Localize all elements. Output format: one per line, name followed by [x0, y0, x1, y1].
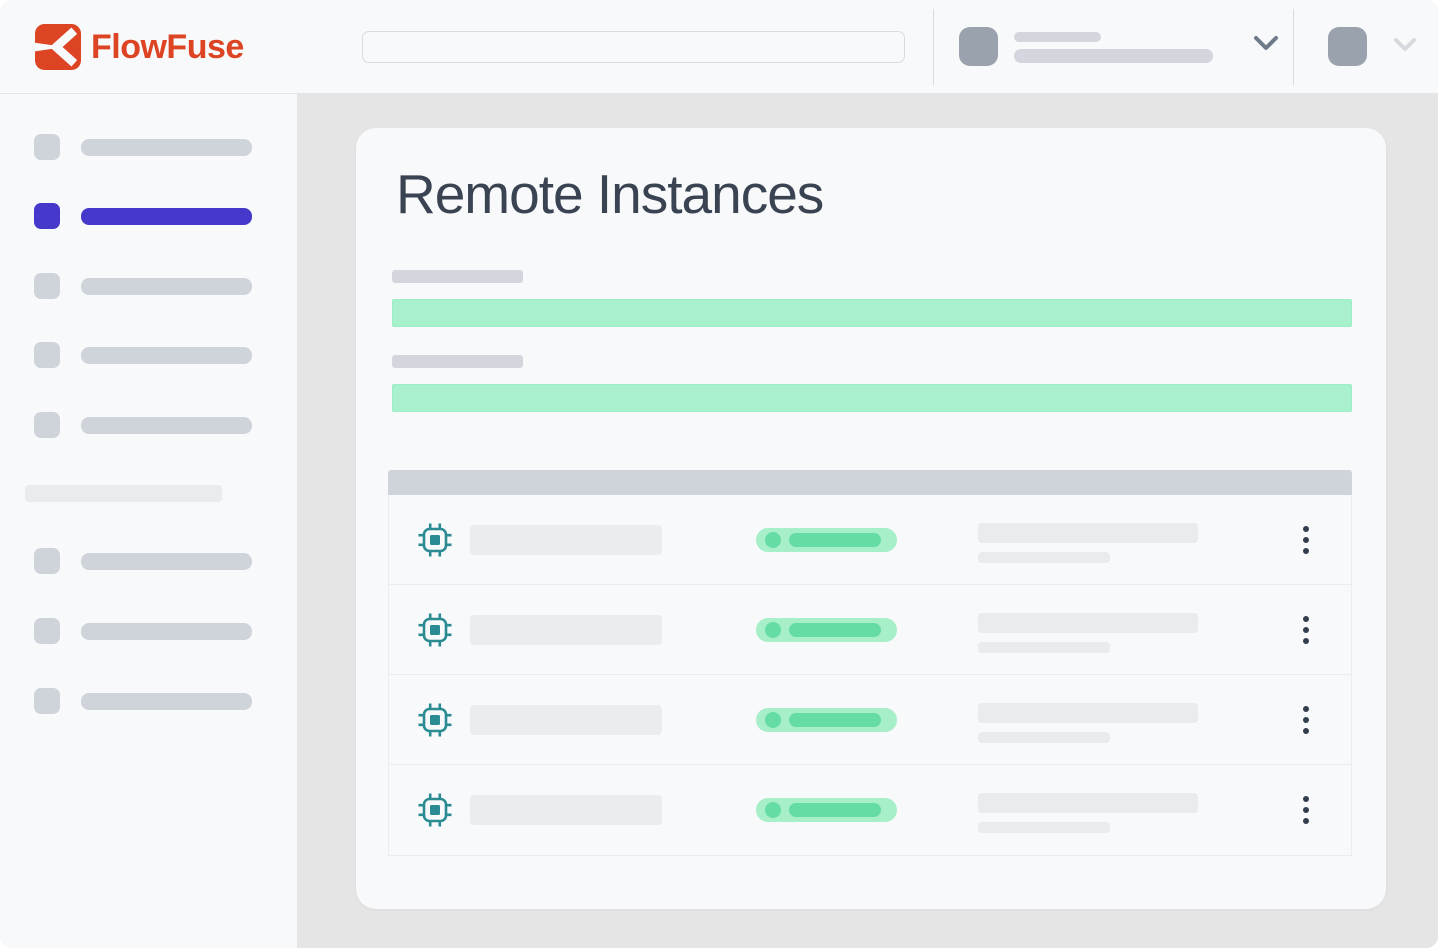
meta-subline-skeleton — [978, 822, 1110, 833]
kebab-menu-icon[interactable] — [1292, 790, 1320, 830]
sidebar-item-icon — [34, 273, 60, 299]
instance-name-skeleton — [470, 705, 662, 735]
sidebar-item-label-skeleton — [81, 277, 252, 295]
sidebar-item-label-skeleton — [81, 692, 252, 710]
content-card: Remote Instances — [356, 128, 1386, 909]
table-row[interactable] — [389, 495, 1351, 585]
sidebar-item-label-skeleton — [81, 416, 252, 434]
sidebar-item-5[interactable] — [34, 412, 264, 438]
status-dot-icon — [765, 532, 781, 548]
sidebar-item-icon — [34, 548, 60, 574]
table-row[interactable] — [389, 585, 1351, 675]
sidebar-item-2-active[interactable] — [34, 203, 264, 229]
instance-name-skeleton — [470, 795, 662, 825]
status-badge — [756, 708, 897, 732]
sidebar-item-icon — [34, 342, 60, 368]
table-body — [388, 495, 1352, 856]
instance-name-skeleton — [470, 525, 662, 555]
flowfuse-logo-icon — [35, 24, 81, 70]
status-dot-icon — [765, 802, 781, 818]
status-text-skeleton — [789, 803, 881, 817]
chevron-down-icon — [1394, 38, 1416, 51]
meta-line-skeleton — [978, 613, 1198, 633]
header-divider — [933, 9, 934, 85]
instance-name-skeleton — [470, 615, 662, 645]
sidebar-item-icon — [34, 203, 60, 229]
sidebar-secondary-item-2[interactable] — [34, 618, 264, 644]
status-text-skeleton — [789, 713, 881, 727]
main-content: Remote Instances — [297, 94, 1438, 948]
meta-line-skeleton — [978, 523, 1198, 543]
user-avatar — [1328, 27, 1367, 66]
kebab-menu-icon[interactable] — [1292, 700, 1320, 740]
team-avatar — [959, 27, 998, 66]
status-text-skeleton — [789, 533, 881, 547]
instances-table — [388, 470, 1352, 856]
sidebar-item-1[interactable] — [34, 134, 264, 160]
sidebar-item-label-skeleton — [81, 207, 252, 225]
sidebar-item-label-skeleton — [81, 346, 252, 364]
sidebar-item-3[interactable] — [34, 273, 264, 299]
status-dot-icon — [765, 622, 781, 638]
team-switcher[interactable] — [945, 14, 1289, 80]
table-header — [388, 470, 1352, 495]
user-menu[interactable] — [1313, 14, 1431, 80]
sidebar-item-label-skeleton — [81, 138, 252, 156]
brand-home-link[interactable]: FlowFuse — [35, 0, 244, 94]
chevron-down-icon — [1254, 36, 1278, 50]
team-label-skeleton — [1014, 32, 1101, 42]
meta-subline-skeleton — [978, 642, 1110, 653]
meta-line-skeleton — [978, 703, 1198, 723]
team-name-skeleton — [1014, 49, 1213, 63]
header-divider — [1293, 9, 1294, 85]
field-label-skeleton — [392, 355, 523, 368]
status-dot-icon — [765, 712, 781, 728]
sidebar-item-label-skeleton — [81, 552, 252, 570]
table-row[interactable] — [389, 765, 1351, 855]
sidebar-item-icon — [34, 688, 60, 714]
cpu-chip-icon — [418, 703, 452, 737]
kebab-menu-icon[interactable] — [1292, 520, 1320, 560]
highlighted-input-1[interactable] — [392, 299, 1352, 327]
meta-line-skeleton — [978, 793, 1198, 813]
cpu-chip-icon — [418, 613, 452, 647]
global-search-input[interactable] — [362, 31, 905, 63]
highlighted-input-2[interactable] — [392, 384, 1352, 412]
sidebar-item-4[interactable] — [34, 342, 264, 368]
field-label-skeleton — [392, 270, 523, 283]
cpu-chip-icon — [418, 523, 452, 557]
sidebar-item-icon — [34, 618, 60, 644]
status-text-skeleton — [789, 623, 881, 637]
sidebar-secondary-item-1[interactable] — [34, 548, 264, 574]
table-row[interactable] — [389, 675, 1351, 765]
cpu-chip-icon — [418, 793, 452, 827]
sidebar-item-icon — [34, 134, 60, 160]
meta-subline-skeleton — [978, 552, 1110, 563]
sidebar — [0, 94, 297, 948]
sidebar-secondary-item-3[interactable] — [34, 688, 264, 714]
sidebar-item-icon — [34, 412, 60, 438]
meta-subline-skeleton — [978, 732, 1110, 743]
page-title: Remote Instances — [396, 163, 824, 225]
status-badge — [756, 528, 897, 552]
status-badge — [756, 618, 897, 642]
sidebar-section-label-skeleton — [25, 485, 222, 502]
top-navbar: FlowFuse — [0, 0, 1438, 94]
brand-name: FlowFuse — [91, 27, 244, 66]
sidebar-item-label-skeleton — [81, 622, 252, 640]
status-badge — [756, 798, 897, 822]
kebab-menu-icon[interactable] — [1292, 610, 1320, 650]
